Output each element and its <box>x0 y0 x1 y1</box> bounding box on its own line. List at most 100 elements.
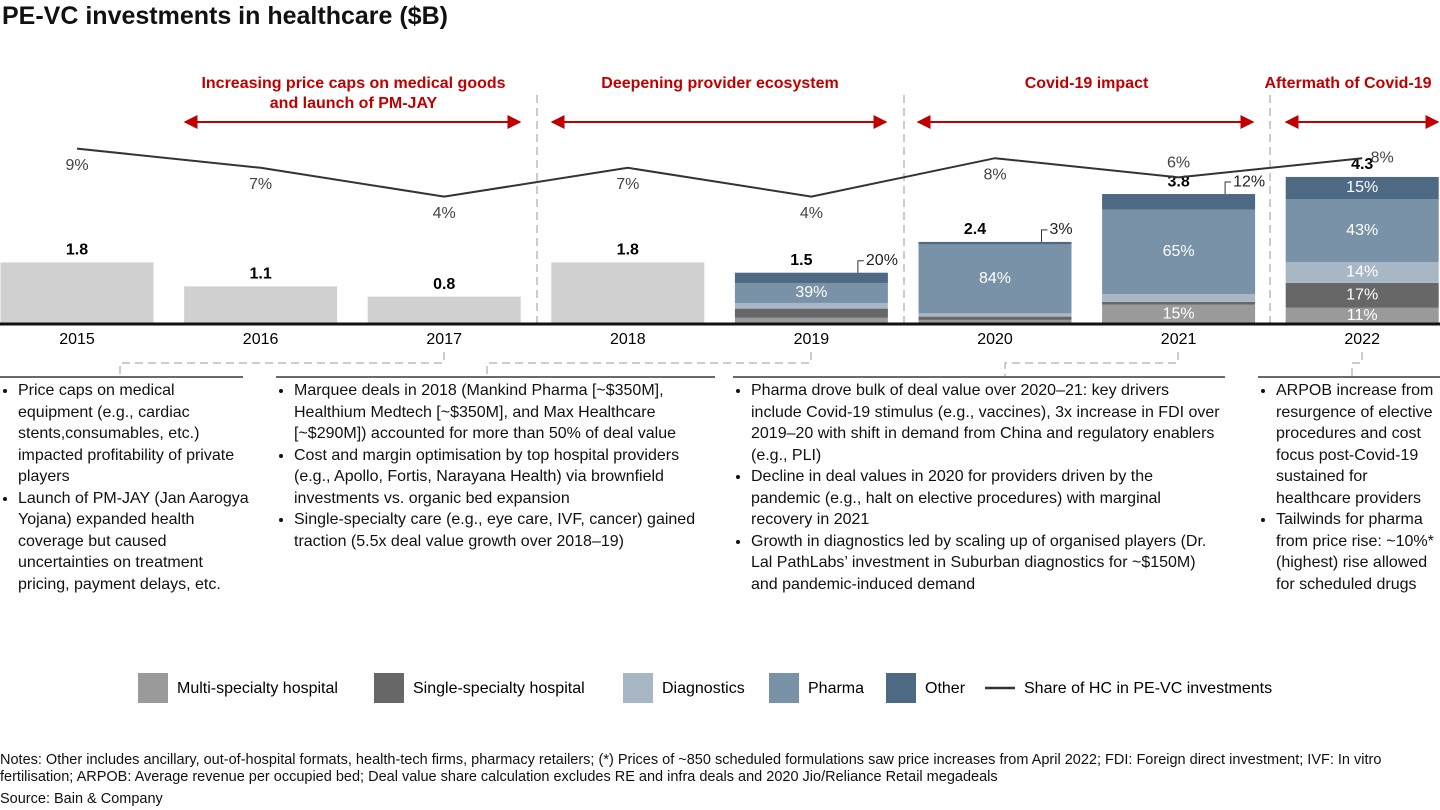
bar-segment <box>918 319 1072 324</box>
total-label: 1.5 <box>790 252 812 269</box>
line-label: 4% <box>800 205 823 222</box>
bar-segment <box>918 316 1072 320</box>
bar-segment <box>734 282 888 303</box>
line-label: 4% <box>433 205 456 222</box>
bullet: Marquee deals in 2018 (Mankind Pharma [~… <box>294 380 716 445</box>
legend-label: Single-specialty hospital <box>413 680 585 697</box>
commentary-column: Price caps on medical equipment (e.g., c… <box>0 380 250 595</box>
bar-segment <box>1285 262 1439 283</box>
bar <box>184 286 338 324</box>
legend-swatch <box>886 673 916 703</box>
x-tick-label: 2018 <box>610 331 646 348</box>
bar-segment <box>1285 198 1439 263</box>
bar-segment <box>1285 176 1439 199</box>
line-label: 9% <box>65 157 88 174</box>
segment-label: 84% <box>979 270 1011 287</box>
phase-label: Increasing price caps on medical goods a… <box>201 75 506 112</box>
source: Source: Bain & Company <box>0 791 163 807</box>
segment-label: 17% <box>1346 287 1378 304</box>
bullet: Growth in diagnostics led by scaling up … <box>751 531 1223 596</box>
connectors <box>119 95 1363 376</box>
bar-segment <box>918 241 1072 245</box>
notes: Notes: Other includes ancillary, out-of-… <box>0 752 1382 785</box>
commentary-column: ARPOB increase from resurgence of electi… <box>1258 380 1440 595</box>
bullet: Price caps on medical equipment (e.g., c… <box>18 380 250 488</box>
segment-label: 11% <box>1347 307 1378 324</box>
legend-swatch <box>138 673 168 703</box>
bullet-list: ARPOB increase from resurgence of electi… <box>1258 380 1440 595</box>
total-label: 2.4 <box>964 221 986 238</box>
total-label: 0.8 <box>433 276 455 293</box>
bar-segment <box>1102 304 1256 324</box>
legend-swatch <box>623 673 653 703</box>
bar-segment <box>734 308 888 318</box>
bar-segment <box>1102 209 1256 295</box>
bar-segment <box>1102 301 1256 305</box>
legend-label: Diagnostics <box>662 680 745 697</box>
x-tick-label: 2021 <box>1161 331 1197 348</box>
legend-swatch <box>374 673 404 703</box>
total-label: 1.8 <box>617 242 639 259</box>
legend-label: Share of HC in PE-VC investments <box>1024 680 1272 697</box>
segment-label: 43% <box>1346 222 1378 239</box>
commentary-column: Pharma drove bulk of deal value over 202… <box>733 380 1223 595</box>
share-line <box>76 147 1363 198</box>
bar-segment <box>918 244 1072 314</box>
bullet-list: Pharma drove bulk of deal value over 202… <box>733 380 1223 595</box>
segment-label: 20% <box>866 252 898 269</box>
segment-label: 12% <box>1233 173 1265 190</box>
bar-segment <box>734 317 888 324</box>
segment-label: 3% <box>1050 221 1073 238</box>
label-bracket <box>1041 229 1048 242</box>
label-bracket <box>1224 181 1232 195</box>
x-tick-label: 2022 <box>1344 331 1380 348</box>
phase-label: Covid-19 impact <box>1024 75 1149 92</box>
bar-segment <box>1285 282 1439 308</box>
line-label: 7% <box>616 176 639 193</box>
bar-segment <box>734 272 888 283</box>
segment-label: 65% <box>1163 243 1195 260</box>
bar-segment <box>1102 294 1256 302</box>
title: PE-VC investments in healthcare ($B) <box>2 2 448 30</box>
x-tick-label: 2020 <box>977 331 1013 348</box>
bar <box>0 262 154 324</box>
legend-label: Other <box>925 680 966 697</box>
bullet: ARPOB increase from resurgence of electi… <box>1276 380 1440 509</box>
commentary-column: Marquee deals in 2018 (Mankind Pharma [~… <box>276 380 716 552</box>
bullet: Single-specialty care (e.g., eye care, I… <box>294 509 716 552</box>
total-label: 1.8 <box>66 242 88 259</box>
x-tick-label: 2016 <box>243 331 279 348</box>
phase-label: Deepening provider ecosystem <box>601 75 839 92</box>
bullet-list: Marquee deals in 2018 (Mankind Pharma [~… <box>276 380 716 552</box>
bar-segment <box>1102 194 1256 210</box>
bullet-list: Price caps on medical equipment (e.g., c… <box>0 380 250 595</box>
bar <box>367 296 521 324</box>
total-label: 1.1 <box>249 266 271 283</box>
line-label: 7% <box>249 176 272 193</box>
legend-label: Pharma <box>808 680 864 697</box>
bar <box>551 262 705 324</box>
x-tick-label: 2015 <box>59 331 95 348</box>
bar-segment <box>918 313 1072 317</box>
total-label: 4.3 <box>1351 156 1373 173</box>
bullet: Launch of PM-JAY (Jan Aarogya Yojana) ex… <box>18 488 250 596</box>
segment-label: 39% <box>795 284 827 301</box>
segment-label: 15% <box>1163 305 1195 322</box>
bullet: Decline in deal values in 2020 for provi… <box>751 466 1223 531</box>
bullet: Pharma drove bulk of deal value over 202… <box>751 380 1223 466</box>
line-label: 8% <box>983 166 1006 183</box>
x-tick-label: 2017 <box>426 331 462 348</box>
line-label: 8% <box>1371 149 1394 166</box>
line-label: 6% <box>1167 155 1190 172</box>
x-tick-label: 2019 <box>794 331 830 348</box>
legend-swatch <box>769 673 799 703</box>
bullet: Cost and margin optimisation by top hosp… <box>294 445 716 510</box>
legend-label: Multi-specialty hospital <box>177 680 338 697</box>
label-bracket <box>857 260 864 273</box>
bullet: Tailwinds for pharma from price rise: ~1… <box>1276 509 1440 595</box>
phase-label: Aftermath of Covid-19 <box>1264 75 1432 92</box>
segment-label: 15% <box>1346 179 1378 196</box>
bar-segment <box>1285 307 1439 324</box>
